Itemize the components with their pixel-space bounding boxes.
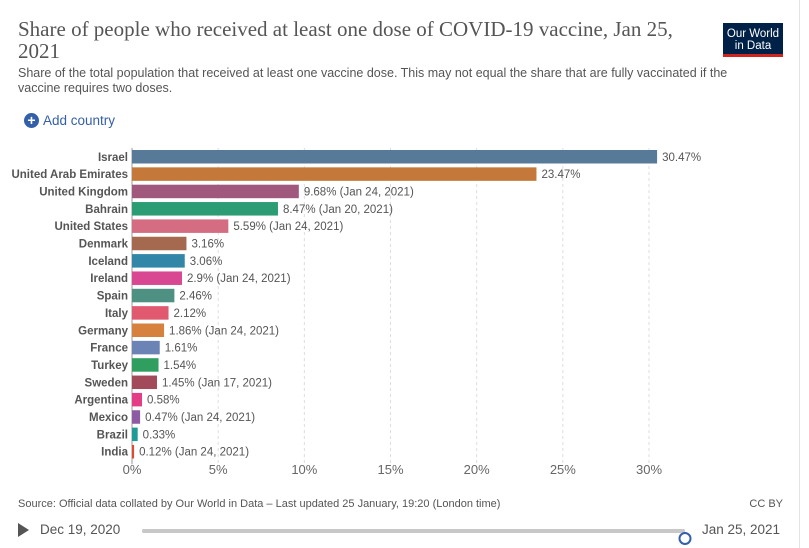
source-note: Source: Official data collated by Our Wo… bbox=[18, 498, 501, 510]
x-tick-label: 20% bbox=[464, 462, 490, 477]
data-label: 1.61% bbox=[165, 343, 198, 355]
add-country-label: Add country bbox=[43, 113, 116, 128]
bar bbox=[132, 340, 160, 355]
data-label: 1.45% (Jan 17, 2021) bbox=[162, 377, 272, 389]
bar bbox=[132, 392, 142, 407]
owid-logo[interactable]: Our World in Data bbox=[723, 23, 783, 57]
bar bbox=[132, 167, 537, 181]
add-country-button[interactable]: + Add country bbox=[24, 113, 115, 128]
category-label: Turkey bbox=[91, 360, 128, 372]
data-label: 0.47% (Jan 24, 2021) bbox=[145, 412, 255, 424]
category-label: Argentina bbox=[74, 395, 128, 407]
x-tick-label: 15% bbox=[377, 462, 403, 477]
bar bbox=[132, 288, 175, 303]
timeline: Dec 19, 2020 Jan 25, 2021 bbox=[18, 520, 788, 545]
data-label: 8.47% (Jan 20, 2021) bbox=[283, 204, 393, 216]
bar bbox=[132, 444, 135, 459]
category-label: Israel bbox=[98, 152, 128, 164]
bar-chart: 0% 5% 10% 15% 20% 25% 30% Israel 30.47% United Ar… bbox=[11, 148, 701, 477]
category-label: Italy bbox=[105, 308, 129, 320]
data-label: 2.46% bbox=[179, 291, 212, 303]
data-label: 0.58% bbox=[147, 395, 180, 407]
chart-subtitle: Share of the total population that recei… bbox=[18, 66, 728, 95]
category-label: United Arab Emirates bbox=[11, 169, 128, 181]
data-label: 23.47% bbox=[541, 169, 580, 181]
chart-title: Share of people who received at least on… bbox=[18, 17, 673, 63]
category-label: Germany bbox=[78, 325, 128, 337]
category-label: United States bbox=[55, 221, 129, 233]
category-label: Spain bbox=[97, 291, 128, 303]
x-tick-label: 30% bbox=[636, 462, 662, 477]
data-label: 1.86% (Jan 24, 2021) bbox=[169, 325, 279, 337]
timeline-slider[interactable] bbox=[142, 529, 692, 545]
bar bbox=[132, 323, 165, 337]
bar bbox=[132, 202, 278, 216]
data-label: 2.9% (Jan 24, 2021) bbox=[187, 273, 291, 285]
bar bbox=[132, 271, 182, 285]
timeline-end-date: Jan 25, 2021 bbox=[702, 522, 781, 537]
plus-circle-icon: + bbox=[24, 113, 39, 128]
timeline-start-date: Dec 19, 2020 bbox=[40, 522, 121, 537]
bar bbox=[132, 358, 159, 372]
category-label: Ireland bbox=[90, 273, 128, 285]
play-icon[interactable] bbox=[18, 523, 29, 537]
category-label: Mexico bbox=[89, 412, 128, 424]
category-label: Denmark bbox=[79, 239, 129, 251]
data-label: 0.12% (Jan 24, 2021) bbox=[139, 447, 249, 459]
bar bbox=[132, 236, 187, 251]
bar bbox=[132, 306, 169, 320]
data-label: 30.47% bbox=[662, 152, 701, 164]
timeline-fill bbox=[142, 529, 685, 533]
bar bbox=[132, 254, 185, 268]
category-label: Sweden bbox=[85, 377, 128, 389]
bar bbox=[132, 150, 658, 164]
data-label: 0.33% bbox=[143, 429, 176, 441]
data-label: 5.59% (Jan 24, 2021) bbox=[233, 221, 343, 233]
bar bbox=[132, 375, 157, 390]
bar bbox=[132, 410, 141, 424]
x-tick-label: 10% bbox=[291, 462, 317, 477]
logo-line-1: Our World bbox=[726, 28, 780, 40]
x-tick-label: 0% bbox=[123, 462, 142, 477]
logo-line-2: in Data bbox=[734, 40, 772, 52]
timeline-handle[interactable] bbox=[678, 532, 692, 545]
category-label: India bbox=[101, 447, 128, 459]
bar bbox=[132, 184, 299, 199]
category-label: United Kingdom bbox=[39, 186, 128, 198]
x-tick-label: 25% bbox=[550, 462, 576, 477]
bar bbox=[132, 219, 229, 233]
data-label: 1.54% bbox=[164, 360, 197, 372]
data-label: 3.16% bbox=[191, 239, 224, 251]
license-link[interactable]: CC BY bbox=[749, 498, 783, 510]
bar bbox=[132, 427, 138, 442]
category-label: Iceland bbox=[88, 256, 128, 268]
data-label: 9.68% (Jan 24, 2021) bbox=[304, 186, 414, 198]
category-label: Brazil bbox=[97, 429, 128, 441]
data-label: 2.12% bbox=[174, 308, 207, 320]
data-label: 3.06% bbox=[190, 256, 223, 268]
category-label: Bahrain bbox=[85, 204, 128, 216]
category-label: France bbox=[90, 343, 128, 355]
x-tick-label: 5% bbox=[209, 462, 228, 477]
